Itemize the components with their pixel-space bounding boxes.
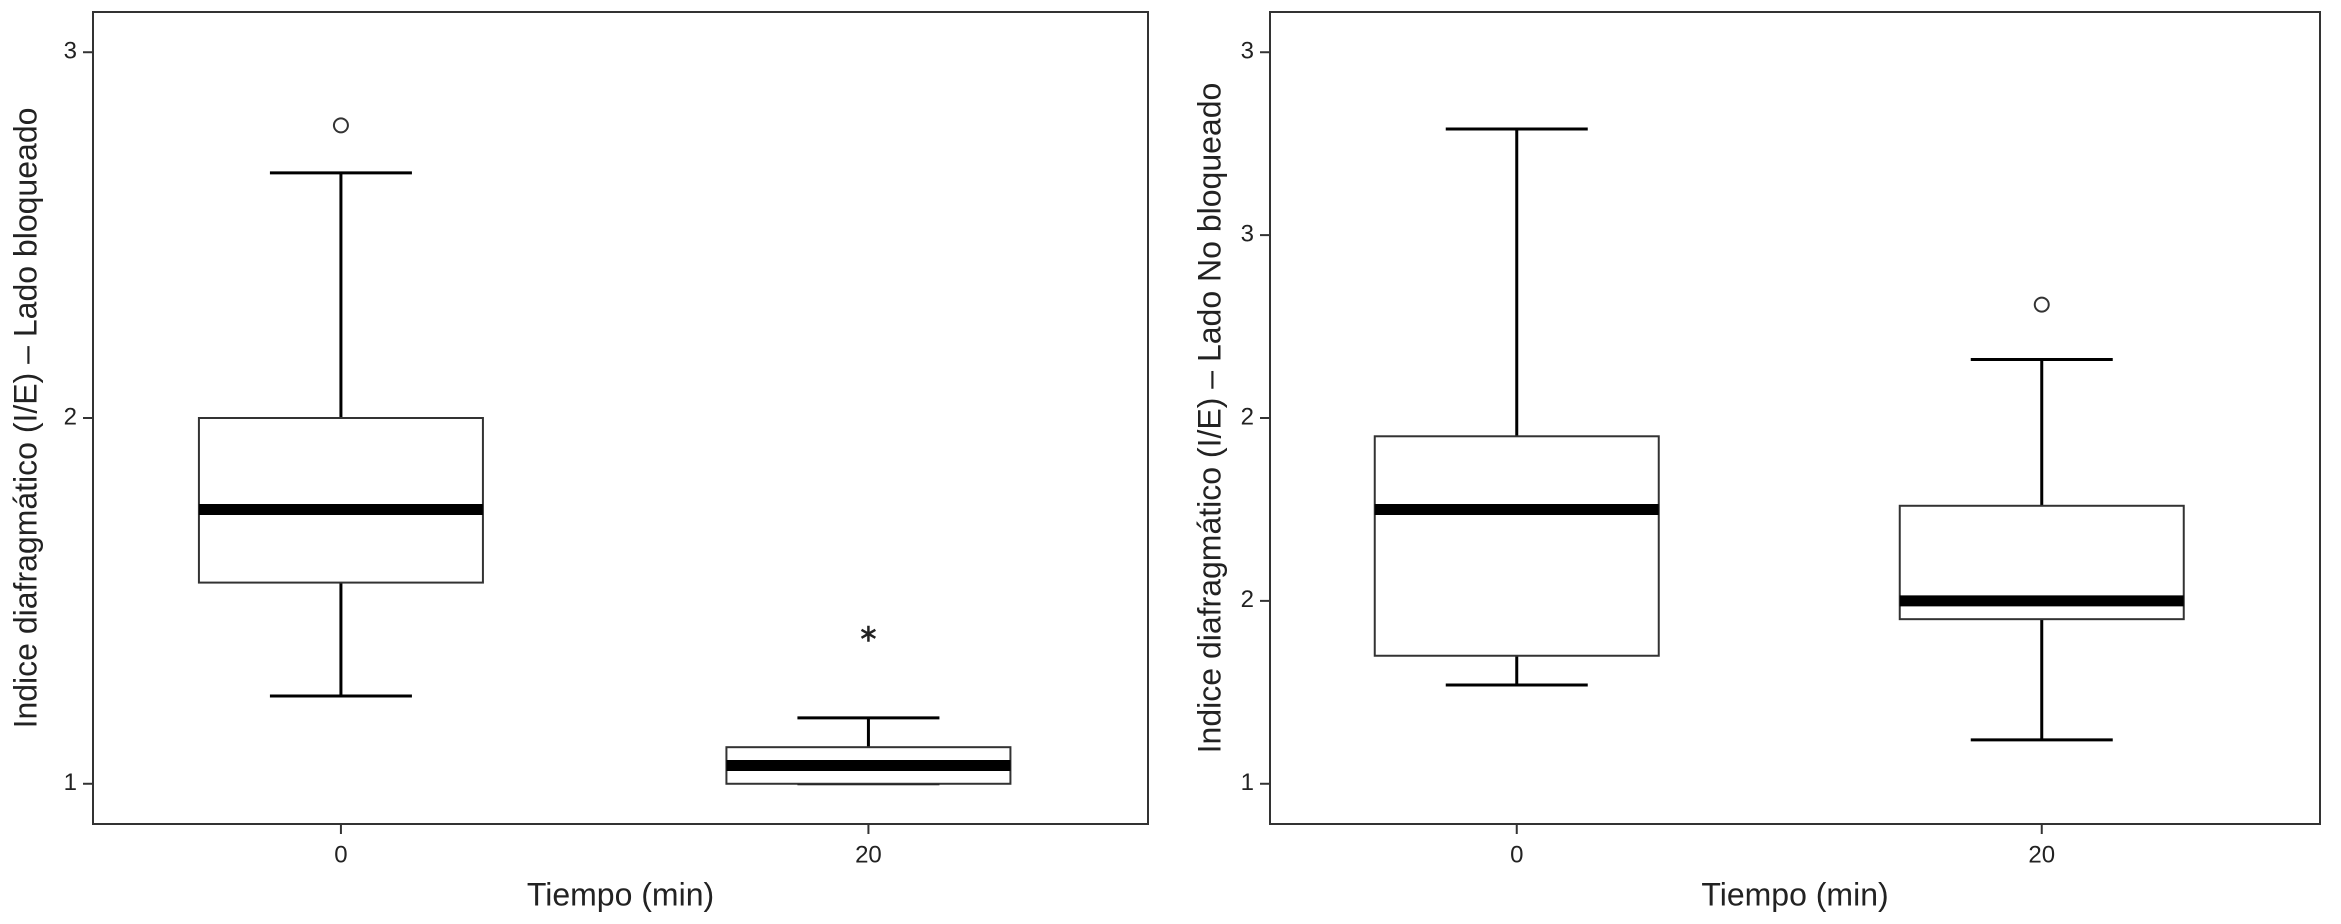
x-tick-label: 0 <box>334 841 347 868</box>
y-tick-label: 2 <box>1241 403 1254 430</box>
y-tick-label: 2 <box>64 403 77 430</box>
extreme <box>860 625 876 642</box>
outlier <box>2033 296 2050 313</box>
y-tick-label: 1 <box>1241 769 1254 796</box>
y-tick-label: 3 <box>64 38 77 65</box>
y-tick-label: 3 <box>1241 220 1254 247</box>
x-axis-label: Tiempo (min) <box>527 876 714 912</box>
y-tick-label: 3 <box>1241 38 1254 65</box>
y-axis-label: Indice diafragmático (I/E) – Lado bloque… <box>7 108 43 729</box>
x-tick-label: 20 <box>2028 841 2055 868</box>
y-tick-label: 1 <box>64 769 77 796</box>
box <box>1373 435 1660 657</box>
plot-frame <box>1269 11 2321 825</box>
outlier <box>332 117 349 134</box>
y-axis-label: Indice diafragmático (I/E) – Lado No blo… <box>1191 83 1227 754</box>
y-tick-label: 2 <box>1241 586 1254 613</box>
x-tick-label: 20 <box>855 841 882 868</box>
box <box>197 417 484 584</box>
x-tick-label: 0 <box>1510 841 1523 868</box>
x-axis-label: Tiempo (min) <box>1701 876 1888 912</box>
